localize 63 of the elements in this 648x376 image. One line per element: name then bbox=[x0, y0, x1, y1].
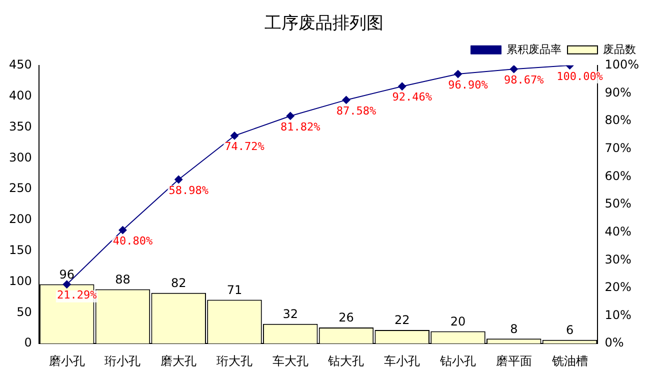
data-label: 96 bbox=[59, 267, 74, 282]
legend-label: 累积废品率 bbox=[506, 42, 562, 56]
y-tick-label: 250 bbox=[9, 181, 32, 196]
x-tick-label: 磨小孔 bbox=[48, 354, 85, 368]
legend-label: 废品数 bbox=[603, 42, 636, 56]
chart-title: 工序废品排列图 bbox=[264, 14, 384, 34]
y-tick-label: 50 bbox=[16, 304, 32, 319]
x-tick-label: 珩小孔 bbox=[104, 354, 141, 368]
data-label: 81.82% bbox=[280, 120, 321, 134]
y-tick-label: 150 bbox=[9, 242, 32, 257]
x-tick-label: 磨大孔 bbox=[160, 354, 197, 368]
data-label: 100.00% bbox=[556, 70, 604, 83]
data-label: 98.67% bbox=[504, 73, 544, 86]
data-label: 32 bbox=[282, 306, 298, 321]
y-tick-label: 100 bbox=[9, 274, 32, 288]
point bbox=[454, 70, 462, 78]
data-label: 71 bbox=[226, 282, 242, 297]
x-tick-label: 钻大孔 bbox=[327, 354, 364, 368]
data-label: 26 bbox=[338, 310, 354, 325]
point bbox=[230, 132, 238, 140]
data-label: 82 bbox=[170, 276, 186, 290]
point bbox=[286, 112, 294, 120]
data-label: 96.90% bbox=[448, 78, 488, 92]
y2-tick-label: 20% bbox=[604, 280, 632, 294]
point bbox=[342, 96, 350, 104]
y2-tick-label: 90% bbox=[604, 85, 632, 100]
y2-tick-label: 80% bbox=[604, 113, 632, 128]
data-label: 22 bbox=[394, 313, 410, 328]
y2-tick-label: 60% bbox=[604, 168, 632, 183]
data-label: 58.98% bbox=[168, 184, 209, 197]
y-tick-label: 450 bbox=[9, 58, 32, 72]
point bbox=[174, 176, 183, 184]
x-tick-label: 磨平面 bbox=[496, 354, 532, 368]
y-tick-label: 400 bbox=[9, 88, 32, 102]
y-tick-label: 300 bbox=[9, 150, 32, 164]
data-label: 20 bbox=[450, 314, 466, 328]
y2-tick-label: 70% bbox=[604, 140, 632, 155]
data-label: 87.58% bbox=[336, 104, 376, 118]
x-tick-label: 车大孔 bbox=[272, 354, 308, 368]
data-label: 88 bbox=[115, 272, 130, 286]
y2-tick-label: 10% bbox=[604, 308, 632, 322]
x-tick-label: 钻小孔 bbox=[438, 354, 476, 368]
data-label: 6 bbox=[566, 323, 574, 338]
y2-tick-label: 100% bbox=[604, 58, 640, 72]
x-tick-label: 珩大孔 bbox=[216, 354, 252, 368]
data-label: 92.46% bbox=[392, 90, 432, 104]
y2-tick-label: 50% bbox=[604, 196, 632, 211]
data-label: 8 bbox=[510, 322, 518, 336]
y2-tick-label: 40% bbox=[604, 224, 632, 238]
y2-tick-label: 0% bbox=[604, 336, 624, 350]
x-tick-label: 车小孔 bbox=[384, 354, 420, 368]
point bbox=[62, 280, 71, 288]
y2-tick-label: 30% bbox=[604, 252, 632, 266]
y-tick-label: 200 bbox=[9, 212, 32, 226]
y-tick-label: 0 bbox=[24, 336, 32, 350]
point bbox=[510, 65, 518, 74]
x-tick-label: 铣油槽 bbox=[550, 354, 588, 368]
data-label: 21.29% bbox=[56, 288, 98, 302]
data-label: 74.72% bbox=[224, 140, 265, 154]
point bbox=[118, 226, 127, 234]
y-tick-label: 350 bbox=[9, 119, 32, 134]
data-label: 40.80% bbox=[112, 234, 153, 248]
point bbox=[398, 82, 406, 90]
